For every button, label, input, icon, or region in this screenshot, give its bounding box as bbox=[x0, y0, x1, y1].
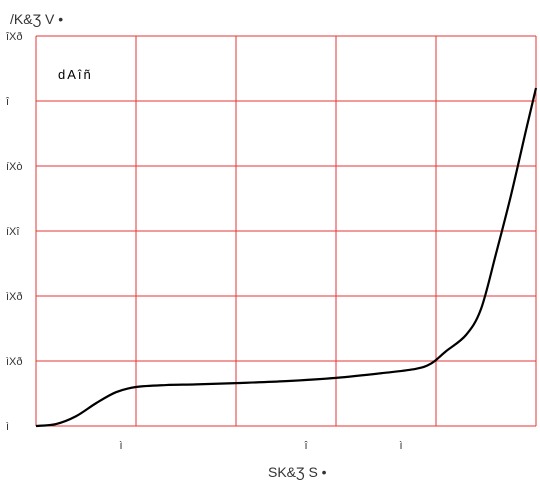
y-tick-label: îXð bbox=[5, 31, 23, 43]
y-tick-label: î bbox=[5, 96, 10, 108]
x-axis-title: SK&Ʒ S • bbox=[268, 464, 327, 480]
y-axis-title: /K&Ʒ V • bbox=[10, 11, 63, 27]
x-tick-label: ì bbox=[119, 440, 122, 452]
y-tick-label: ì bbox=[6, 421, 9, 433]
chart-annotation: dAîñ bbox=[58, 67, 93, 82]
x-tick-label: î bbox=[303, 440, 308, 452]
y-tick-label: íXò bbox=[6, 161, 23, 173]
y-tick-labels: îXð î íXò íXî ìXð ìXð ì bbox=[5, 31, 23, 433]
x-tick-label: ì bbox=[399, 440, 402, 452]
grid-lines bbox=[35, 35, 537, 427]
y-tick-label: íXî bbox=[6, 226, 20, 238]
y-tick-label: ìXð bbox=[6, 356, 23, 368]
y-tick-label: ìXð bbox=[6, 291, 23, 303]
series-line bbox=[35, 87, 538, 428]
